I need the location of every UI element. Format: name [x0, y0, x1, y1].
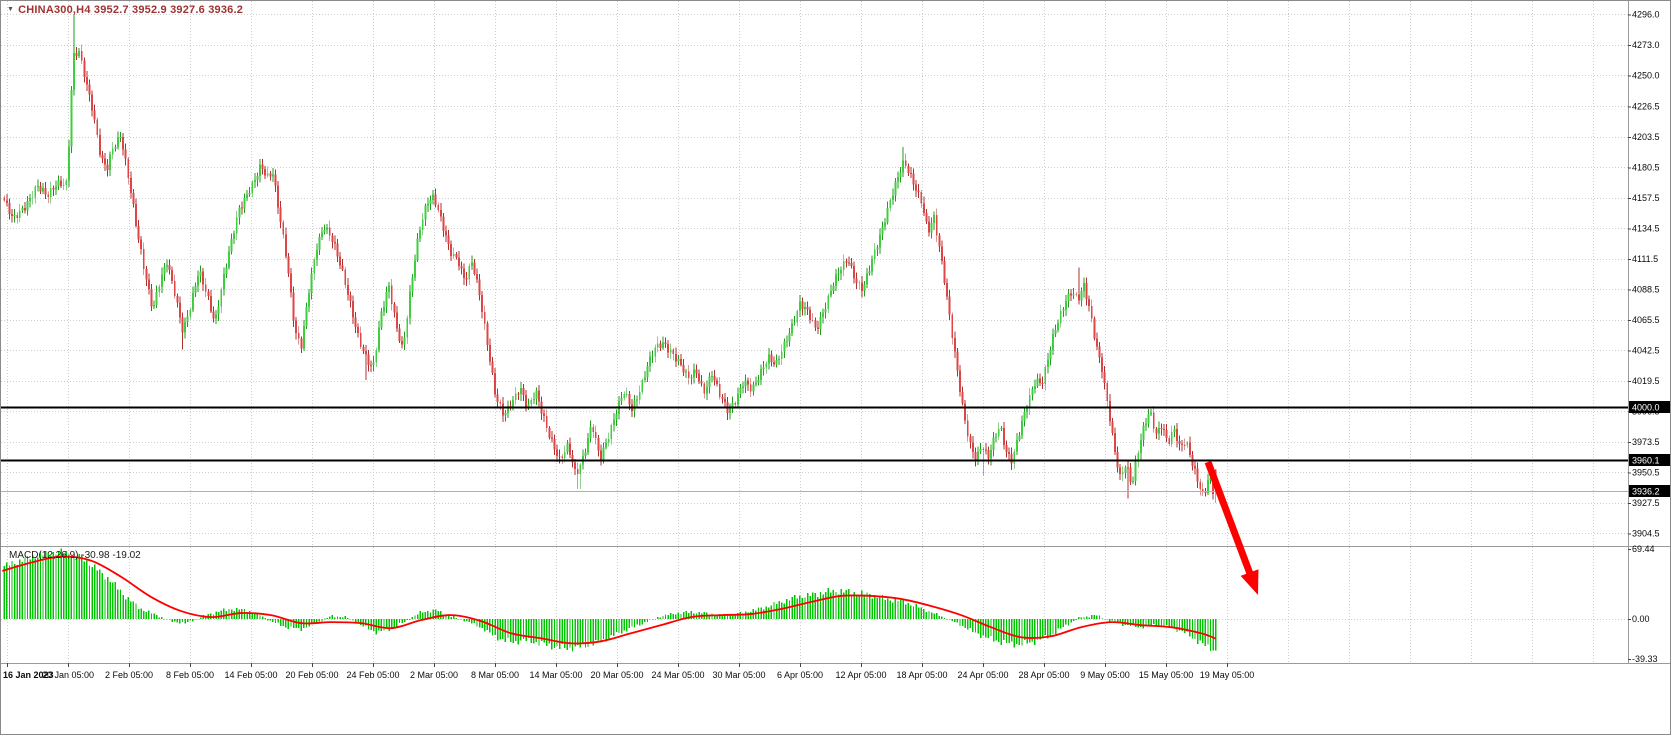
macd-tick-label: 69.44: [1632, 544, 1655, 554]
macd-tick-label: 0.00: [1632, 614, 1650, 624]
price-tick-label: 4250.0: [1632, 70, 1660, 80]
price-badge-3960.1[interactable]: 3960.1: [1629, 454, 1671, 466]
price-tick-label: 3973.5: [1632, 437, 1660, 447]
macd-indicator-label: MACD(12,26,9) -30.98 -19.02: [9, 550, 141, 561]
macd-signal-line: [2, 555, 1216, 645]
price-tick-label: 4042.5: [1632, 345, 1660, 355]
current-price-badge[interactable]: 3936.2: [1629, 485, 1671, 497]
time-tick-label: 19 May 05:00: [1200, 670, 1255, 680]
time-tick-label: 14 Feb 05:00: [224, 670, 277, 680]
price-tick-label: 4088.5: [1632, 284, 1660, 294]
time-tick-label: 28 Apr 05:00: [1018, 670, 1069, 680]
price-tick-label: 4019.5: [1632, 376, 1660, 386]
time-tick-label: 16 Jan 2023: [3, 670, 54, 680]
price-tick-label: 3904.5: [1632, 528, 1660, 538]
chart-title: ▼ CHINA300,H4 3952.7 3952.9 3927.6 3936.…: [7, 4, 243, 16]
svg-text:4000.0: 4000.0: [1632, 403, 1660, 413]
chart-title-text: CHINA300,H4 3952.7 3952.9 3927.6 3936.2: [18, 4, 244, 16]
time-tick-label: 24 Feb 05:00: [346, 670, 399, 680]
macd-tick-label: -39.33: [1632, 654, 1658, 664]
svg-text:3936.2: 3936.2: [1632, 487, 1660, 497]
time-tick-label: 12 Apr 05:00: [835, 670, 886, 680]
time-tick-label: 15 May 05:00: [1139, 670, 1194, 680]
pane-borders: [1, 1, 1670, 664]
time-tick-label: 8 Mar 05:00: [471, 670, 519, 680]
macd-histogram: [3, 548, 1217, 652]
time-tick-label: 8 Feb 05:00: [166, 670, 214, 680]
collapse-triangle-icon[interactable]: ▼: [7, 5, 15, 13]
macd-axis: 69.44 0.00 -39.33: [1628, 544, 1658, 664]
time-tick-label: 20 Feb 05:00: [285, 670, 338, 680]
time-tick-label: 14 Mar 05:00: [529, 670, 582, 680]
grid-layer: [1, 1, 1628, 663]
price-tick-label: 4180.5: [1632, 162, 1660, 172]
price-tick-label: 4203.5: [1632, 132, 1660, 142]
time-tick-label: 20 Mar 05:00: [590, 670, 643, 680]
price-badge-4000.0[interactable]: 4000.0: [1629, 401, 1671, 413]
trend-arrow[interactable]: [1204, 460, 1259, 595]
time-tick-label: 6 Apr 05:00: [777, 670, 823, 680]
price-axis[interactable]: 4296.0 4273.0 4250.0 4226.5 4203.5 4180.5 4157…: [1628, 9, 1671, 538]
price-tick-label: 4226.5: [1632, 101, 1660, 111]
time-tick-label: 18 Apr 05:00: [896, 670, 947, 680]
time-tick-label: 2 Mar 05:00: [410, 670, 458, 680]
price-tick-label: 4111.5: [1632, 254, 1658, 264]
price-tick-label: 4296.0: [1632, 9, 1660, 19]
candles-layer: [3, 14, 1217, 503]
time-tick-label: 24 Mar 05:00: [651, 670, 704, 680]
time-tick-label: 24 Apr 05:00: [957, 670, 1008, 680]
price-tick-label: 4065.5: [1632, 315, 1660, 325]
time-tick-label: 20 Jan 05:00: [42, 670, 94, 680]
price-tick-label: 4134.5: [1632, 223, 1660, 233]
price-tick-label: 3927.5: [1632, 498, 1660, 508]
price-tick-label: 4157.5: [1632, 193, 1660, 203]
time-tick-label: 30 Mar 05:00: [712, 670, 765, 680]
price-tick-label: 4273.0: [1632, 40, 1660, 50]
svg-text:3960.1: 3960.1: [1632, 456, 1660, 466]
time-tick-label: 2 Feb 05:00: [105, 670, 153, 680]
price-tick-label: 3950.5: [1632, 467, 1660, 477]
time-tick-label: 9 May 05:00: [1080, 670, 1130, 680]
